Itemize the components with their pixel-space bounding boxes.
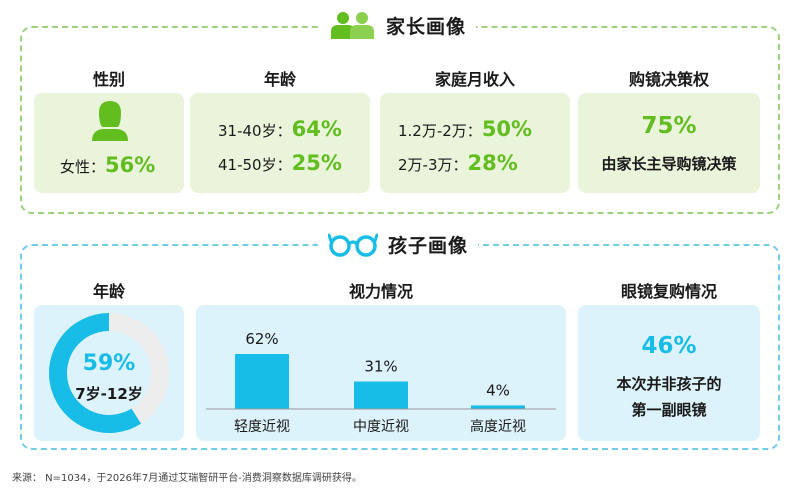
repurchase-title: 眼镜复购情况 [620, 282, 717, 301]
decision-desc: 由家长主导购镜决策 [601, 155, 737, 173]
child-age-card: 59% 7岁-12岁 [34, 305, 184, 441]
vision-bar-chart: 62% 轻度近视 31% 中度近视 4% 高度近视 [206, 330, 556, 435]
income-row-2: 2万-3万： 28% [398, 151, 518, 175]
child-section-header: 孩子画像 [318, 227, 479, 261]
income-label-2: 2万-3万： [398, 156, 468, 174]
glasses-icon [328, 233, 378, 257]
bar-value-label-2: 31% [364, 358, 397, 376]
donut-slice-rest [109, 313, 170, 424]
parent-section-title: 家长画像 [386, 15, 467, 38]
decision-value: 75% [641, 113, 697, 139]
bar-3 [471, 405, 525, 409]
child-age-title: 年龄 [92, 282, 125, 301]
income-value-2: 28% [467, 151, 518, 175]
income-value-1: 50% [481, 117, 533, 141]
age-donut-chart [49, 313, 170, 433]
decision-title: 购镜决策权 [628, 70, 709, 89]
vision-title: 视力情况 [348, 282, 413, 301]
female-icon [92, 101, 128, 141]
bar-2 [354, 381, 408, 409]
donut-slice-main [49, 313, 142, 433]
parent-age-value-1: 64% [291, 117, 342, 141]
income-label-1: 1.2万-2万： [398, 122, 482, 140]
repurchase-line-1: 本次并非孩子的 [616, 375, 722, 393]
decision-card: 75% 由家长主导购镜决策 [578, 93, 760, 193]
gender-row: 女性： 56% [60, 153, 155, 177]
parent-age-label-1: 31-40岁： [218, 122, 292, 140]
bar-category-label-1: 轻度近视 [234, 419, 290, 435]
repurchase-value: 46% [641, 333, 697, 359]
income-title: 家庭月收入 [434, 70, 515, 89]
bar-value-label-3: 4% [486, 381, 510, 399]
bar-category-label-2: 中度近视 [353, 419, 409, 435]
donut-center-value: 59% [82, 351, 136, 376]
donut-center-label: 7岁-12岁 [75, 385, 143, 403]
gender-label: 女性： [60, 158, 106, 176]
vision-card: 62% 轻度近视 31% 中度近视 4% 高度近视 [196, 305, 566, 441]
gender-value: 56% [105, 153, 156, 177]
gender-title: 性别 [92, 70, 125, 89]
income-card: 1.2万-2万： 50% 2万-3万： 28% [380, 93, 570, 193]
bar-1 [235, 354, 289, 409]
income-row-1: 1.2万-2万： 50% [398, 117, 532, 141]
bar-value-label-1: 62% [245, 330, 278, 348]
parent-age-card: 31-40岁： 64% 41-50岁： 25% [190, 93, 370, 193]
parent-age-row-2: 41-50岁： 25% [218, 151, 342, 175]
bar-category-label-3: 高度近视 [470, 418, 526, 435]
parent-age-label-2: 41-50岁： [218, 156, 292, 174]
parent-age-row-1: 31-40岁： 64% [218, 117, 342, 141]
repurchase-line-2: 第一副眼镜 [631, 401, 707, 419]
parent-age-value-2: 25% [291, 151, 342, 175]
source-note: 来源： N=1034，于2026年7月通过艾瑞智研平台-消费洞察数据库调研获得。 [12, 473, 362, 484]
gender-card: 女性： 56% [34, 93, 184, 193]
parent-age-title: 年龄 [263, 70, 296, 89]
child-section-title: 孩子画像 [388, 234, 469, 257]
parents-icon [331, 12, 374, 39]
repurchase-card: 46% 本次并非孩子的 第一副眼镜 [578, 305, 760, 441]
parent-section-header: 家长画像 [318, 8, 477, 42]
